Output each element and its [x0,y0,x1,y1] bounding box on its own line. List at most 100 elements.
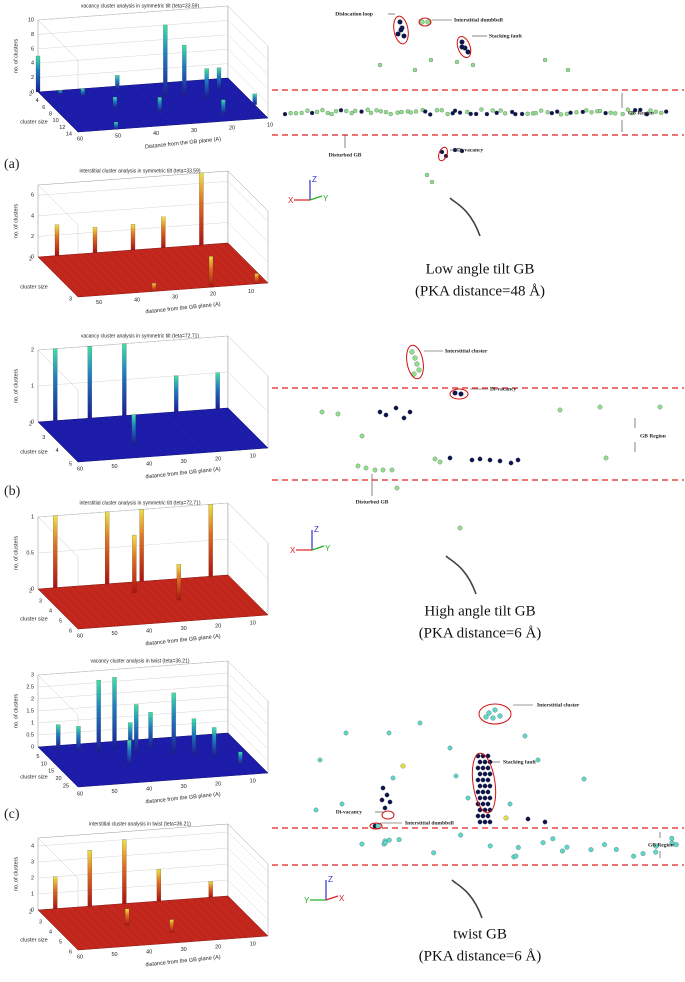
atom [412,355,418,361]
y-tick-label: 10 [250,942,256,948]
atom [535,757,541,763]
atom [383,110,389,115]
atom [408,110,413,115]
grid-line [37,222,269,263]
z-tick-label: 1 [31,514,34,520]
atom [386,837,392,843]
z-tick-label: 1 [31,720,34,726]
y-tick-label: 40 [146,786,152,792]
floor-mesh [156,901,197,942]
atom [487,795,493,801]
z-tick-label: 2 [31,75,34,81]
x-axis-label: cluster size [20,449,48,455]
atom [515,845,521,850]
atom [343,730,349,736]
floor-mesh [188,410,229,452]
floor-mesh [69,907,110,948]
y-tick-label: 50 [115,134,121,140]
z-tick-label: 4 [31,213,34,219]
floor-mesh [45,256,87,297]
bar [53,348,58,421]
plot-title: vacancy cluster analysis in symmetric ti… [81,333,200,339]
floor-mesh [172,246,213,288]
floor-mesh [124,250,166,291]
atom [383,412,389,418]
floor-mesh [132,414,174,456]
panel-label: (a) [4,157,20,172]
floor-mesh [61,255,102,296]
floor-mesh [69,89,110,130]
curved-arrow [445,555,477,595]
atom [631,853,637,859]
floor-mesh [85,253,126,294]
atom [299,110,304,116]
floor-mesh [156,580,197,621]
floor-mesh [117,583,158,624]
atom [485,777,491,783]
y-tick-label: 10 [250,621,256,627]
bar [208,256,214,288]
x-tick-label: 3 [39,919,42,925]
grid-line [37,708,269,750]
floor-mesh [164,82,205,123]
grid-line [37,5,269,47]
atom [338,108,344,113]
atom [416,367,422,373]
atom [458,391,464,397]
highlight [456,35,472,59]
bar [115,75,120,90]
atom [329,111,334,117]
y-tick-label: 30 [181,784,187,790]
atom [475,813,481,819]
y-tick-label: 20 [215,944,221,950]
atom [384,792,390,798]
back-wall [37,823,229,911]
bar [130,224,136,251]
atom [339,801,345,807]
annotation: Di-vacancy [490,386,517,392]
atom [589,110,594,115]
x-tick-label: 10 [53,118,59,124]
atom [452,390,458,396]
bar [215,372,220,409]
curved-arrow [451,879,483,919]
floor-mesh [124,582,166,623]
y-tick-label: 40 [134,297,140,303]
y-tick-label: 10 [250,454,256,460]
x-tick-label: 5 [59,618,62,624]
atom [445,111,450,117]
floor-mesh [196,410,237,451]
atom [394,485,400,491]
y-tick-label: 30 [191,128,197,134]
atom [574,110,579,115]
atom [613,111,618,116]
floor-mesh [53,587,94,628]
axis-letter: Z [328,875,333,884]
floor-mesh [124,740,166,781]
floor-mesh [85,88,126,129]
floor-mesh [77,418,118,460]
atom [653,849,659,855]
bar [113,121,119,130]
axis-letter: X [288,196,294,205]
atom [353,108,358,114]
z-axis-label: no. of clusters [13,536,19,570]
z-tick-label: 3 [31,672,34,678]
floor-mesh [204,576,245,617]
x-tick-label: 12 [59,125,65,131]
bar [112,677,117,750]
atom [482,819,488,825]
atom [673,842,679,848]
panel-label: (b) [4,484,21,499]
bar [122,839,127,904]
z-tick-label: 10 [28,17,34,23]
atom [608,110,613,115]
y-axis-label: distance from the GB plane (A) [145,955,221,969]
floor-mesh [140,414,182,455]
atom [480,813,486,819]
atom [465,795,471,801]
annotation: GB Region [628,110,654,116]
atom [414,361,420,367]
y-tick-label: 60 [77,954,83,960]
bar [191,718,197,755]
